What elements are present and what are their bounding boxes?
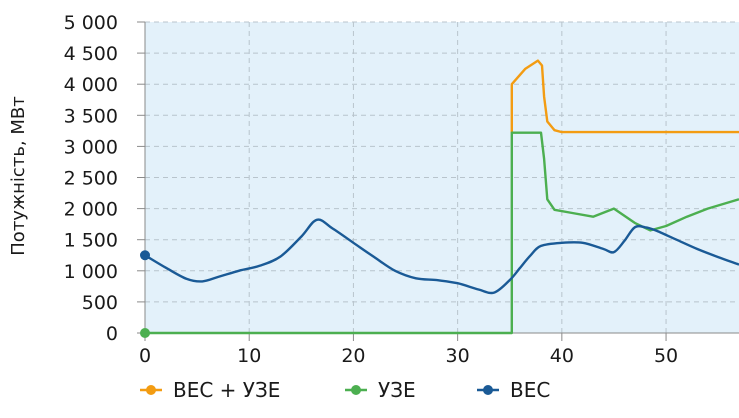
legend-label-ves: ВЕС [510, 378, 550, 402]
y-tick-label-0: 0 [106, 323, 118, 345]
y-tick-label-7: 3 500 [64, 105, 118, 127]
x-tick-label-5: 50 [654, 345, 678, 367]
uze-start-point [140, 328, 150, 338]
y-axis-label-group: Потужність, МВт [8, 96, 29, 255]
x-tick-label-3: 30 [446, 345, 470, 367]
y-tick-label-6: 3 000 [64, 136, 118, 158]
y-tick-label-3: 1 500 [64, 230, 118, 252]
legend: ВЕС + УЗЕ УЗЕ ВЕС [140, 378, 550, 402]
y-tick-label-4: 2 000 [64, 199, 118, 221]
grid-lines [145, 21, 739, 333]
series-lines [140, 59, 739, 338]
y-tick-label-5: 2 500 [64, 168, 118, 190]
x-tick-label-4: 40 [550, 345, 574, 367]
y-axis-label: Потужність, МВт [8, 96, 29, 255]
legend-label-ves-uze: ВЕС + УЗЕ [173, 378, 280, 402]
x-tick-label-2: 20 [341, 345, 365, 367]
y-tick-label-8: 4 000 [64, 74, 118, 96]
legend-label-uze: УЗЕ [378, 378, 416, 402]
y-tick-label-1: 500 [82, 292, 118, 314]
legend-marker-ves [483, 385, 493, 395]
x-tick-label-0: 0 [139, 345, 151, 367]
series-line-uze [145, 131, 739, 335]
ves-start-point [140, 250, 150, 261]
legend-marker-ves-uze [146, 385, 156, 395]
series-line-ves [144, 218, 739, 295]
y-tick-label-2: 1 000 [64, 261, 118, 283]
x-tick-label-1: 10 [237, 345, 261, 367]
y-tick-label-10: 5 000 [64, 12, 118, 34]
y-tick-label-9: 4 500 [64, 43, 118, 65]
series-line-ves-uze [510, 59, 739, 134]
legend-marker-uze [351, 385, 361, 395]
